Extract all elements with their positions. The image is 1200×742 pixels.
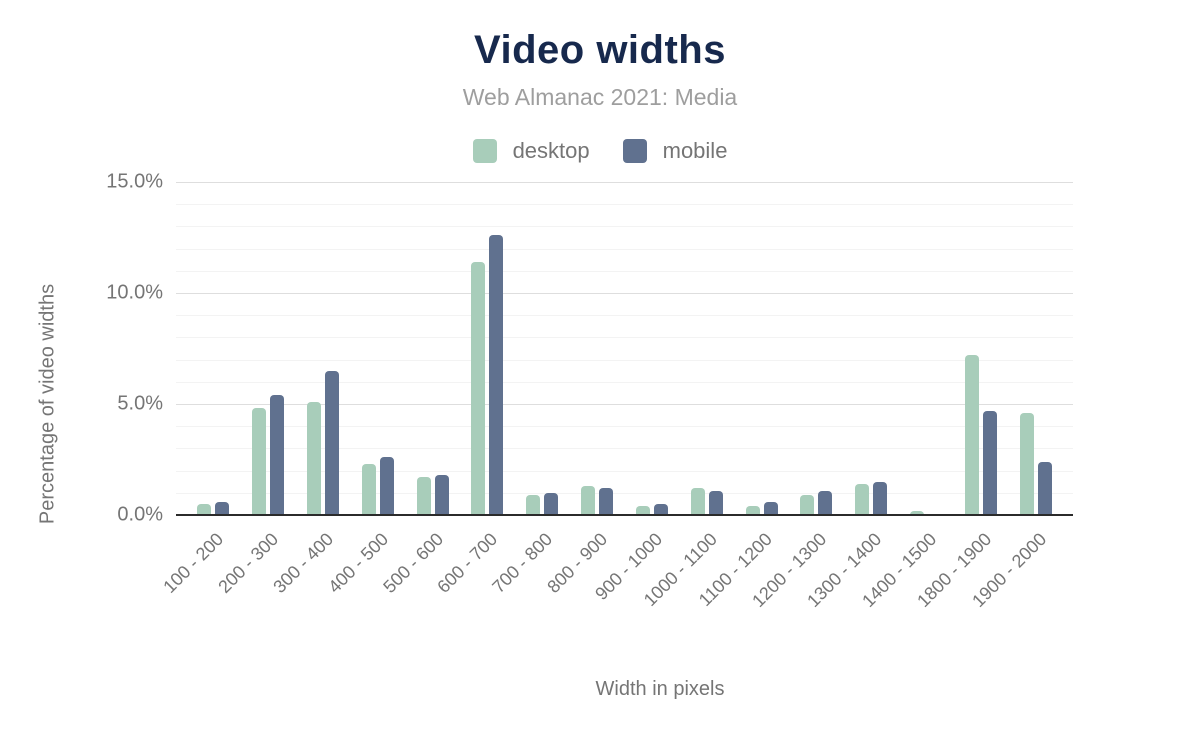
minor-gridline [176,492,1073,494]
minor-gridline [176,470,1073,472]
y-tick-label: 0.0% [117,503,163,526]
desktop-bar [800,495,815,515]
major-gridline [176,293,1073,294]
desktop-bar [471,261,486,515]
desktop-bar [197,503,212,515]
y-tick-label: 10.0% [106,281,163,304]
bar-group: 600 - 700 [434,182,515,597]
major-gridline [176,404,1073,405]
y-tick-label: 5.0% [117,392,163,415]
plot-area: 0.0% 5.0% 10.0% 15.0% 100 - 200 200 - 300 300… [106,171,1073,611]
bar-pair [690,182,723,515]
bar-group: 1000 - 1100 [640,182,734,610]
bar-pair [361,182,394,515]
bar-pair [416,182,449,515]
bar-pair [964,182,997,515]
bar-group: 1200 - 1300 [748,182,844,611]
mobile-bar [982,410,997,515]
minor-gridline [176,315,1073,317]
bar-pair [800,182,833,515]
bar-group: 500 - 600 [379,182,460,597]
bar-pair [581,182,614,515]
desktop-bar [635,506,650,515]
mobile-bar [873,481,888,515]
bar-pair [909,182,942,515]
y-tick-label: 15.0% [106,170,163,193]
minor-gridline [176,381,1073,383]
bar-pair [471,182,504,515]
mobile-bar [544,492,559,515]
major-gridline [176,182,1073,183]
bar-pair [307,182,340,515]
desktop-bar [1019,412,1034,515]
desktop-bar [526,495,541,515]
bar-pair [197,182,230,515]
mobile-bar [270,395,285,515]
chart-title: Video widths [474,28,726,72]
x-axis-title: Width in pixels [595,678,725,700]
legend-label-desktop: desktop [512,138,590,163]
desktop-swatch-icon [472,139,497,163]
mobile-bar [653,503,668,515]
bar-pair [635,182,668,515]
bar-group: 800 - 900 [543,182,625,597]
bar-pair [526,182,559,515]
mobile-bar [599,488,614,515]
bar-pair [745,182,778,515]
bar-group: 200 - 300 [214,182,296,597]
desktop-bar [964,355,979,515]
x-tick-label: 300 - 400 [269,529,338,597]
desktop-bar [855,483,870,515]
mobile-bar [325,370,340,515]
legend-item-mobile: mobile [622,138,728,164]
bar-group: 300 - 400 [269,182,351,597]
bar-group: 700 - 800 [488,182,570,597]
mobile-bar [434,475,449,515]
minor-gridline [176,204,1073,206]
desktop-bar [745,506,760,515]
desktop-bar [416,477,431,515]
bar-group: 400 - 500 [324,182,405,597]
legend: desktop mobile [0,138,1200,164]
bar-group: 1100 - 1200 [695,182,789,610]
mobile-bar [379,457,394,515]
mobile-bar [1037,461,1052,515]
bar-group: 1800 - 1900 [913,182,1008,611]
mobile-bar [215,501,230,515]
chart-subtitle: Web Almanac 2021: Media [462,84,738,110]
mobile-bar [708,490,723,515]
desktop-bar [361,463,376,515]
mobile-bar [489,235,504,515]
bar-group: 900 - 1000 [591,182,680,604]
bar-group: 1300 - 1400 [803,182,899,611]
bar-pair [1019,182,1052,515]
minor-gridline [176,448,1073,450]
x-axis-line [176,514,1073,516]
bar-pair [252,182,285,515]
minor-gridline [176,426,1073,428]
bar-group: 100 - 200 [160,182,241,597]
minor-gridline [176,270,1073,272]
minor-gridline [176,248,1073,250]
desktop-bar [307,401,322,515]
legend-label-mobile: mobile [662,138,728,163]
mobile-bar [763,501,778,515]
bar-pair [855,182,888,515]
desktop-bar [690,488,705,515]
desktop-bar [252,408,267,515]
minor-gridline [176,226,1073,228]
minor-gridline [176,337,1073,339]
legend-item-desktop: desktop [472,138,590,164]
desktop-bar [909,510,924,515]
mobile-swatch-icon [622,139,647,163]
desktop-bar [581,486,596,515]
bar-group: 1900 - 2000 [968,182,1063,611]
mobile-bar [818,490,833,515]
x-tick-label: 200 - 300 [214,529,283,597]
bar-group: 1400 - 1500 [858,182,954,611]
x-tick-label: 400 - 500 [324,529,392,597]
minor-gridline [176,359,1073,361]
bar-groups: 100 - 200 200 - 300 300 - 400 400 - 500 500 … [160,182,1073,611]
